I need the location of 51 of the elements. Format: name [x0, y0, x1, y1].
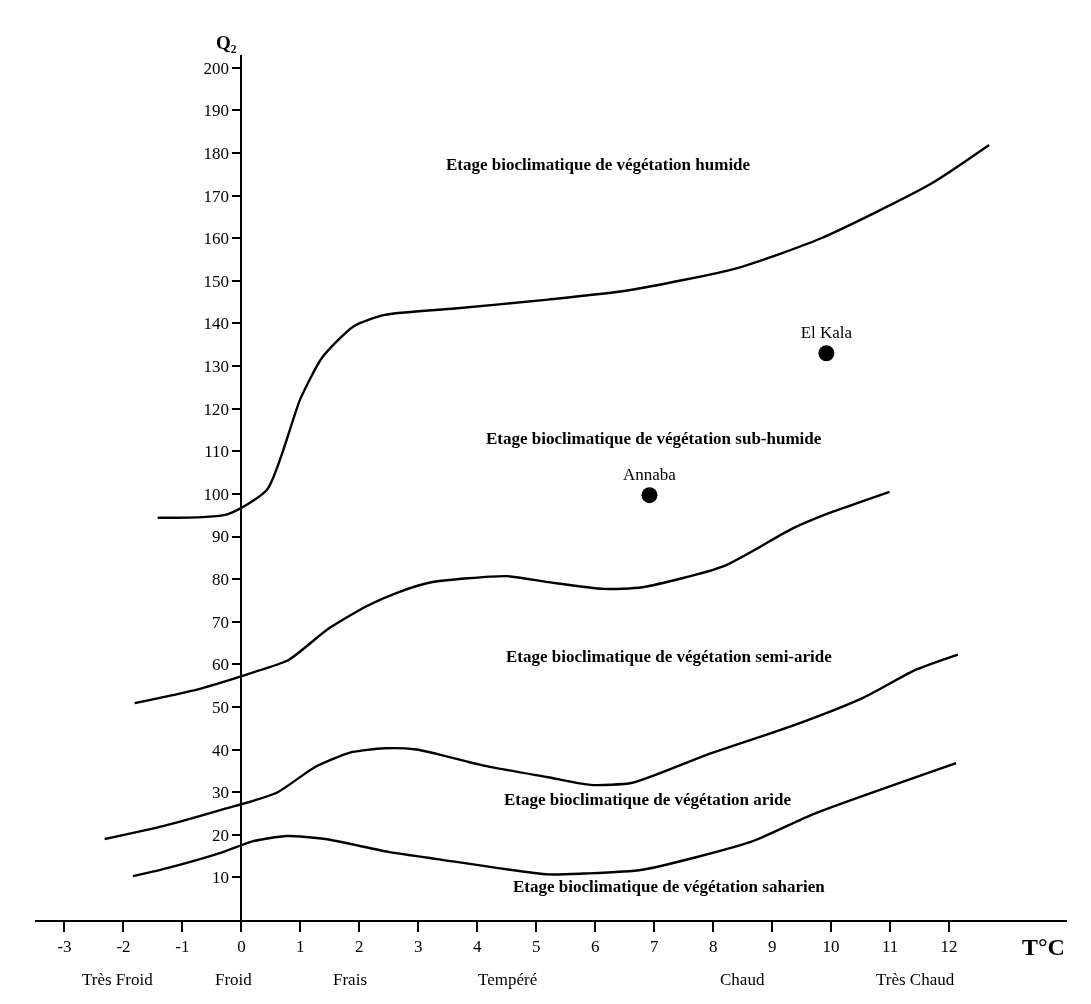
- y-tick-label: 10: [212, 868, 229, 888]
- y-tick-label: 60: [212, 655, 229, 675]
- y-tick-label: 160: [203, 229, 229, 249]
- y-tick-label: 120: [203, 399, 229, 419]
- y-tick-label: 110: [204, 442, 229, 462]
- text: Frais: [333, 970, 367, 989]
- y-tick-label: 40: [212, 740, 229, 760]
- annotation: Etage bioclimatique de végétation saharien: [513, 877, 826, 896]
- text: Froid: [215, 970, 253, 989]
- x-tick-label: 4: [473, 937, 483, 957]
- x-tick-label: 12: [940, 937, 958, 957]
- x-tick-label: -1: [175, 937, 190, 957]
- y-tick-label: 20: [212, 825, 229, 845]
- text: Très Chaud: [876, 970, 955, 989]
- series-label: El Kala: [800, 323, 853, 343]
- x-tick-label: 11: [881, 937, 899, 957]
- annotation: Etage bioclimatique de végétation aride: [504, 790, 792, 809]
- x-tick-label: -3: [57, 937, 72, 957]
- y-tick-label: 70: [212, 612, 229, 632]
- x-tick-label: -2: [116, 937, 131, 957]
- y-tick-label: 90: [212, 527, 229, 547]
- x-tick-label: 9: [767, 937, 777, 957]
- y-tick-label: 140: [203, 314, 229, 334]
- series-label: Annaba: [623, 464, 677, 484]
- annotation: Etage bioclimatique de végétation semi-aride: [506, 647, 833, 666]
- text: Très Froid: [82, 970, 154, 989]
- text: Tempéré: [478, 970, 538, 989]
- x-tick-label: 1: [296, 937, 305, 957]
- annotation: Etage bioclimatique de végétation sub-humide: [486, 429, 822, 448]
- y-tick-label: 130: [203, 357, 229, 377]
- y-tick-label: 30: [212, 783, 229, 803]
- x-tick-label: 3: [414, 937, 423, 957]
- y-axis-title: Q₂: [216, 32, 237, 53]
- y-tick-label: 180: [203, 143, 229, 163]
- y-tick-label: 80: [212, 570, 229, 590]
- x-tick-label: 2: [355, 937, 364, 957]
- y-tick-label: 100: [203, 484, 229, 504]
- x-tick-label: 0: [237, 937, 246, 957]
- annotation: Etage bioclimatique de végétation humide: [446, 155, 751, 174]
- x-tick-label: 10: [822, 937, 840, 957]
- y-tick-label: 190: [203, 101, 229, 121]
- y-tick-label: 150: [203, 271, 229, 291]
- x-tick-label: 5: [532, 937, 541, 957]
- x-tick-label: 8: [708, 937, 718, 957]
- text: Chaud: [720, 970, 765, 989]
- x-axis-title: T°C: [1022, 934, 1065, 960]
- x-tick-label: 7: [649, 937, 659, 957]
- y-tick-label: 200: [203, 58, 229, 78]
- y-tick-label: 50: [212, 697, 229, 717]
- x-tick-label: 6: [590, 937, 600, 957]
- y-tick-label: 170: [203, 186, 229, 206]
